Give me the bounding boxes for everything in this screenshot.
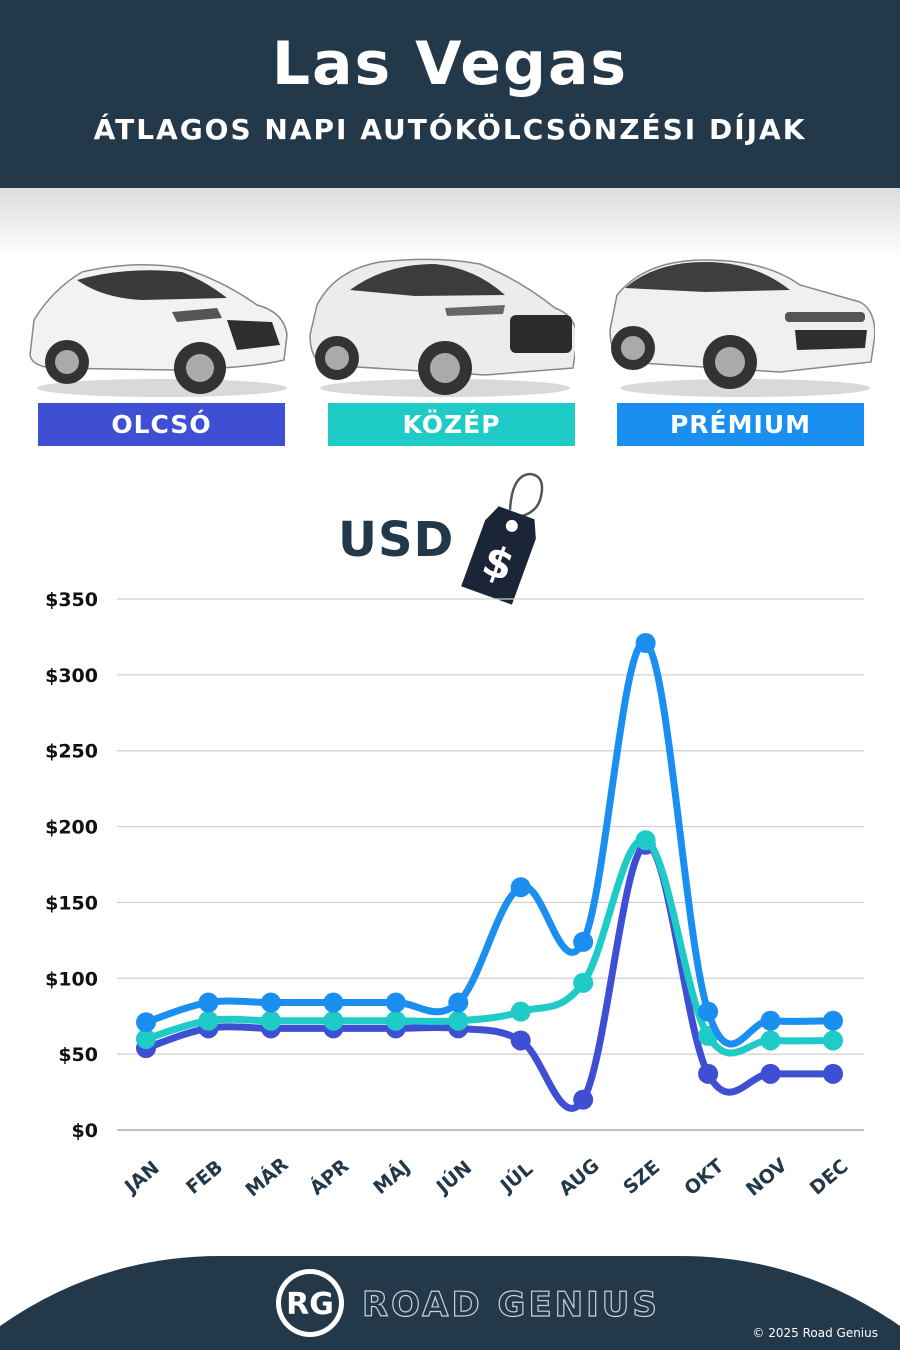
- page-subtitle: ÁTLAGOS NAPI AUTÓKÖLCSÖNZÉSI DÍJAK: [93, 113, 807, 146]
- data-point: [448, 992, 469, 1013]
- x-tick-label: MÁJ: [369, 1155, 415, 1199]
- data-point: [573, 972, 594, 993]
- data-point: [823, 1010, 843, 1031]
- series-2: [136, 632, 843, 1048]
- y-tick-label: $250: [45, 741, 98, 763]
- page-title: Las Vegas: [271, 29, 629, 99]
- data-point: [198, 992, 219, 1013]
- data-point: [760, 1030, 781, 1051]
- series-line: [142, 841, 837, 1112]
- data-point: [510, 1030, 531, 1051]
- data-point: [448, 1010, 469, 1031]
- premium-car-image: [609, 259, 875, 397]
- series-1: [136, 830, 843, 1057]
- logo-mark: RG: [286, 1287, 334, 1322]
- x-tick-label: AUG: [555, 1154, 604, 1200]
- data-point: [260, 992, 281, 1013]
- y-tick-label: $150: [45, 892, 98, 914]
- category-badge-midsize: KÖZÉP: [328, 403, 575, 446]
- y-axis-ticks: $0 $50 $100 $150 $200 $250 $300 $350: [45, 589, 98, 1142]
- y-tick-label: $350: [45, 589, 98, 611]
- data-point: [573, 931, 594, 952]
- data-point: [573, 1089, 594, 1110]
- chart-series: [136, 632, 843, 1112]
- x-tick-label: SZE: [619, 1156, 664, 1199]
- x-tick-label: OKT: [680, 1155, 728, 1200]
- x-tick-label: FEB: [182, 1156, 227, 1199]
- currency-label: USD: [338, 512, 455, 568]
- data-point: [823, 1063, 843, 1084]
- data-point: [635, 830, 656, 851]
- x-tick-label: DEC: [806, 1155, 853, 1199]
- brand-name: ROAD GENIUS: [362, 1285, 660, 1325]
- data-point: [136, 1012, 156, 1033]
- x-tick-label: JÚL: [494, 1156, 537, 1198]
- data-point: [136, 1028, 156, 1049]
- data-point: [198, 1010, 219, 1031]
- data-point: [385, 1010, 406, 1031]
- header-shadow: [0, 188, 900, 258]
- y-tick-label: $100: [45, 968, 98, 990]
- x-tick-label: JÚN: [430, 1155, 476, 1199]
- data-point: [510, 1001, 531, 1022]
- copyright-text: © 2025 Road Genius: [752, 1326, 878, 1340]
- data-point: [698, 1001, 719, 1022]
- line-chart: $0 $50 $100 $150 $200 $250 $300 $350 JAN FEB MÁR Á…: [45, 589, 864, 1201]
- x-tick-label: NOV: [742, 1154, 792, 1201]
- x-tick-label: JAN: [119, 1157, 164, 1199]
- data-point: [635, 632, 656, 653]
- data-point: [823, 1030, 843, 1051]
- price-tag-icon: $: [461, 472, 544, 605]
- data-point: [323, 992, 344, 1013]
- x-tick-label: MÁR: [241, 1152, 293, 1201]
- data-point: [510, 877, 531, 898]
- header-banner: Las Vegas ÁTLAGOS NAPI AUTÓKÖLCSÖNZÉSI D…: [0, 0, 900, 188]
- chart-grid: [117, 598, 864, 1131]
- data-point: [698, 1063, 719, 1084]
- data-point: [385, 992, 406, 1013]
- economy-car-image: [29, 264, 288, 397]
- series-line: [142, 639, 837, 1048]
- category-badge-economy: OLCSÓ: [38, 403, 285, 446]
- x-tick-label: ÁPR: [305, 1154, 353, 1200]
- x-axis-ticks: JAN FEB MÁR ÁPR MÁJ JÚN JÚL AUG SZE OKT NOV DEC: [119, 1152, 852, 1201]
- data-point: [260, 1010, 281, 1031]
- category-badge-premium: PRÉMIUM: [617, 403, 864, 446]
- data-point: [760, 1010, 781, 1031]
- y-tick-label: $50: [58, 1044, 98, 1066]
- data-point: [760, 1063, 781, 1084]
- series-0: [136, 834, 843, 1112]
- y-tick-label: $200: [45, 817, 98, 839]
- footer-banner: RG ROAD GENIUS © 2025 Road Genius: [0, 1256, 900, 1350]
- y-tick-label: $0: [72, 1120, 98, 1142]
- data-point: [323, 1010, 344, 1031]
- y-tick-label: $300: [45, 665, 98, 687]
- midsize-car-image: [309, 258, 575, 397]
